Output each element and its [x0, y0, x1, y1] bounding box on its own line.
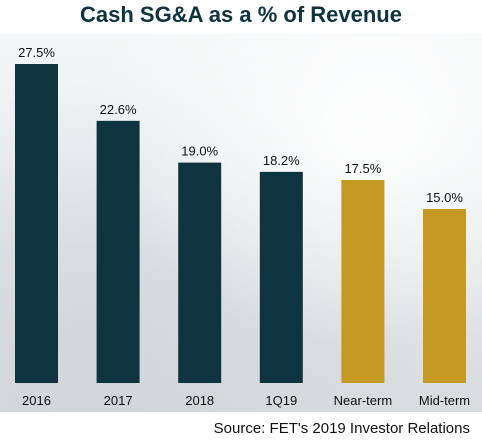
- chart-title: Cash SG&A as a % of Revenue: [80, 2, 402, 27]
- title-bar: Cash SG&A as a % of Revenue: [0, 0, 482, 34]
- bar-2017: [96, 120, 140, 383]
- value-label: 19.0%: [181, 144, 218, 159]
- background-photo-haze: [0, 34, 482, 412]
- value-label: 18.2%: [263, 153, 300, 168]
- category-label: Mid-term: [419, 393, 470, 408]
- category-label: 2016: [22, 393, 51, 408]
- category-label: 2018: [185, 393, 214, 408]
- bar-mid-term: [423, 209, 466, 383]
- bar-chart: 27.5% 2016 22.6% 2017 19.0% 2018 18.2% 1Q19 17.5…: [15, 45, 470, 408]
- value-label: 17.5%: [344, 161, 381, 176]
- source-note: Source: FET's 2019 Investor Relations: [213, 420, 470, 437]
- bar-2016: [15, 64, 58, 383]
- value-label: 27.5%: [18, 45, 55, 60]
- plot-background: [0, 34, 482, 412]
- category-label: 2017: [104, 393, 133, 408]
- bar-near-term: [341, 180, 385, 383]
- category-label: Near-term: [334, 393, 393, 408]
- bar-1q19: [259, 171, 303, 383]
- bar-2018: [178, 162, 222, 383]
- category-label: 1Q19: [265, 393, 297, 408]
- value-label: 22.6%: [100, 102, 137, 117]
- value-label: 15.0%: [426, 190, 463, 205]
